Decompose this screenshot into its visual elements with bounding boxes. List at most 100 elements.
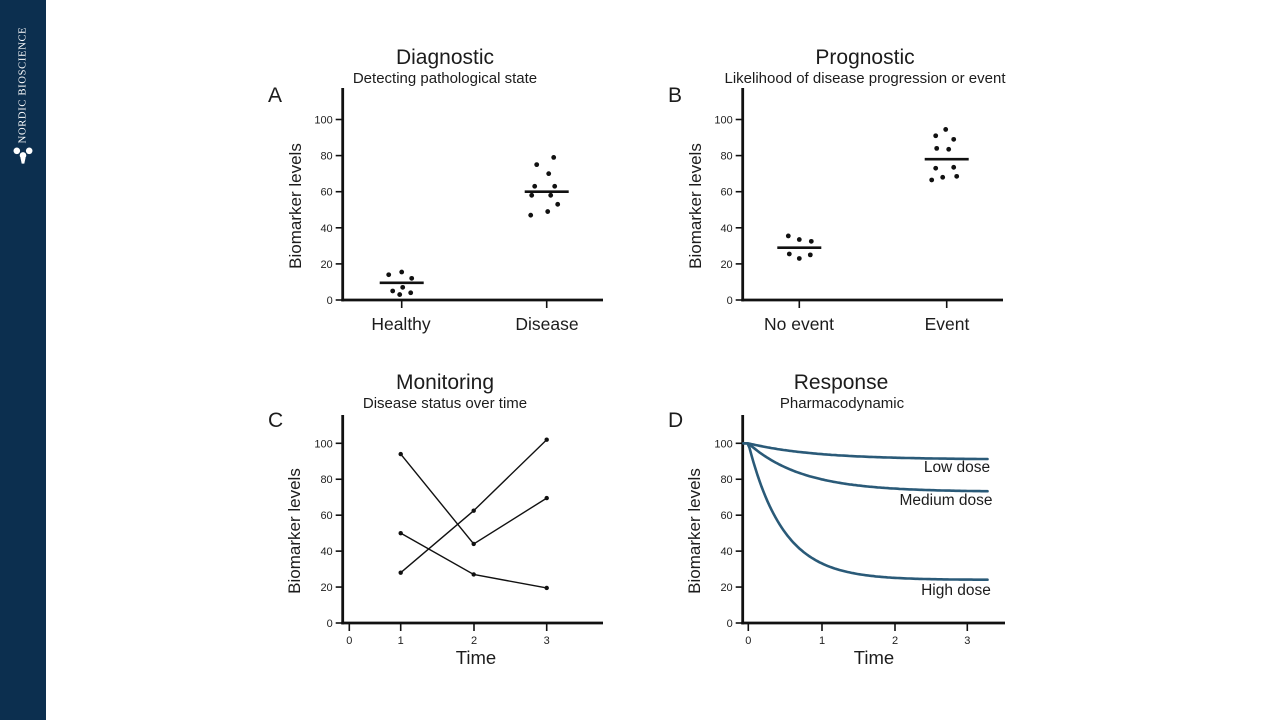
curve-label-high-dose: High dose	[921, 582, 991, 599]
data-point	[555, 201, 561, 207]
data-point	[471, 541, 476, 547]
data-point	[390, 288, 396, 294]
monitoring-chart: 0 20 40 60 80 100 0 1 2 3	[314, 415, 603, 647]
data-point	[471, 508, 476, 513]
data-point	[529, 192, 535, 198]
data-point	[552, 183, 558, 189]
y-tick-label: 80	[720, 151, 732, 163]
panel-b-title: Prognostic	[815, 46, 915, 69]
panel-b-letter: B	[668, 84, 683, 107]
x-tick-label: 0	[346, 635, 352, 647]
panel-c-title: Monitoring	[395, 371, 495, 394]
dose-curve	[742, 442, 989, 581]
x-tick-label: 3	[544, 635, 550, 647]
x-tick-label: 0	[745, 635, 751, 647]
data-point	[398, 570, 403, 575]
data-point	[399, 269, 405, 275]
y-tick-label: 100	[314, 115, 332, 127]
panel-d-xlabel: Time	[853, 647, 895, 668]
y-tick-label: 0	[727, 295, 733, 307]
panel-a-cat-healthy: Healthy	[371, 314, 431, 334]
y-tick-label: 60	[720, 187, 732, 199]
data-point	[808, 238, 814, 244]
data-point	[551, 155, 557, 160]
y-tick-label: 60	[720, 510, 732, 522]
panel-b-cat-noevent: No event	[763, 314, 835, 334]
panel-c-letter: C	[268, 409, 284, 432]
y-tick-label: 60	[320, 510, 332, 522]
data-point	[544, 585, 549, 591]
curve-label-low-dose: Low dose	[923, 459, 991, 476]
data-point	[471, 572, 476, 577]
y-tick-label: 40	[720, 546, 732, 558]
data-point	[933, 165, 939, 171]
data-point	[951, 136, 957, 142]
panel-b-cat-event: Event	[924, 314, 970, 334]
data-point	[546, 171, 552, 177]
x-tick-label: 1	[398, 635, 404, 647]
y-tick-label: 0	[327, 295, 333, 307]
y-tick-label: 80	[320, 151, 332, 163]
y-tick-label: 20	[720, 259, 732, 271]
data-point	[408, 290, 414, 296]
data-point	[544, 495, 549, 501]
panel-c-subtitle: Disease status over time	[362, 395, 528, 412]
data-point	[933, 133, 939, 139]
data-point	[796, 256, 802, 261]
data-point	[946, 146, 952, 152]
panel-c-xlabel: Time	[455, 647, 497, 668]
panel-a-subtitle: Detecting pathological state	[352, 70, 538, 87]
data-point	[397, 292, 403, 297]
y-tick-label: 20	[320, 259, 332, 271]
data-point	[929, 177, 935, 183]
data-point	[785, 233, 791, 239]
data-point	[934, 145, 940, 151]
data-point	[943, 127, 949, 132]
y-tick-label: 40	[320, 223, 332, 235]
y-tick-label: 60	[320, 187, 332, 199]
x-tick-label: 2	[892, 635, 898, 647]
panel-a-letter: A	[268, 84, 283, 107]
curve-label-medium-dose: Medium dose	[899, 492, 993, 509]
panel-b-subtitle: Likelihood of disease progression or eve…	[724, 70, 1006, 87]
dose-curve	[742, 442, 989, 493]
data-point	[807, 252, 813, 258]
y-tick-label: 100	[714, 115, 732, 127]
data-point	[786, 251, 792, 257]
panel-a-title: Diagnostic	[395, 46, 495, 69]
data-point	[954, 173, 960, 179]
y-tick-label: 100	[314, 438, 332, 450]
y-tick-label: 20	[320, 582, 332, 594]
data-point	[528, 212, 534, 218]
data-point	[386, 272, 392, 278]
panel-a-cat-disease: Disease	[515, 314, 579, 334]
data-point	[796, 237, 802, 242]
x-tick-label: 3	[964, 635, 970, 647]
data-point	[548, 192, 554, 198]
panel-d-letter: D	[668, 409, 684, 432]
x-tick-label: 2	[471, 635, 477, 647]
data-point	[400, 284, 406, 290]
y-tick-label: 20	[720, 582, 732, 594]
data-point	[398, 451, 403, 457]
diagnostic-chart: 0 20 40 60 80 100	[314, 88, 603, 308]
panel-d-subtitle: Pharmacodynamic	[779, 395, 905, 412]
y-tick-label: 40	[320, 546, 332, 558]
series-line	[400, 532, 547, 589]
response-chart: 0 20 40 60 80 100 0 1 2 3	[714, 415, 1005, 647]
panel-d-title: Response	[793, 371, 889, 394]
series-line	[400, 453, 548, 545]
dose-curve	[742, 442, 989, 461]
y-tick-label: 0	[727, 618, 733, 630]
data-point	[409, 275, 415, 281]
x-tick-label: 1	[819, 635, 825, 647]
data-point	[534, 162, 540, 168]
data-point	[532, 183, 538, 189]
data-point	[951, 164, 957, 170]
y-tick-label: 80	[720, 474, 732, 486]
data-point	[940, 174, 946, 180]
y-tick-label: 100	[714, 438, 732, 450]
y-tick-label: 0	[327, 618, 333, 630]
sidebar: NORDIC BIOSCIENCE	[0, 0, 46, 720]
y-tick-label: 80	[320, 474, 332, 486]
